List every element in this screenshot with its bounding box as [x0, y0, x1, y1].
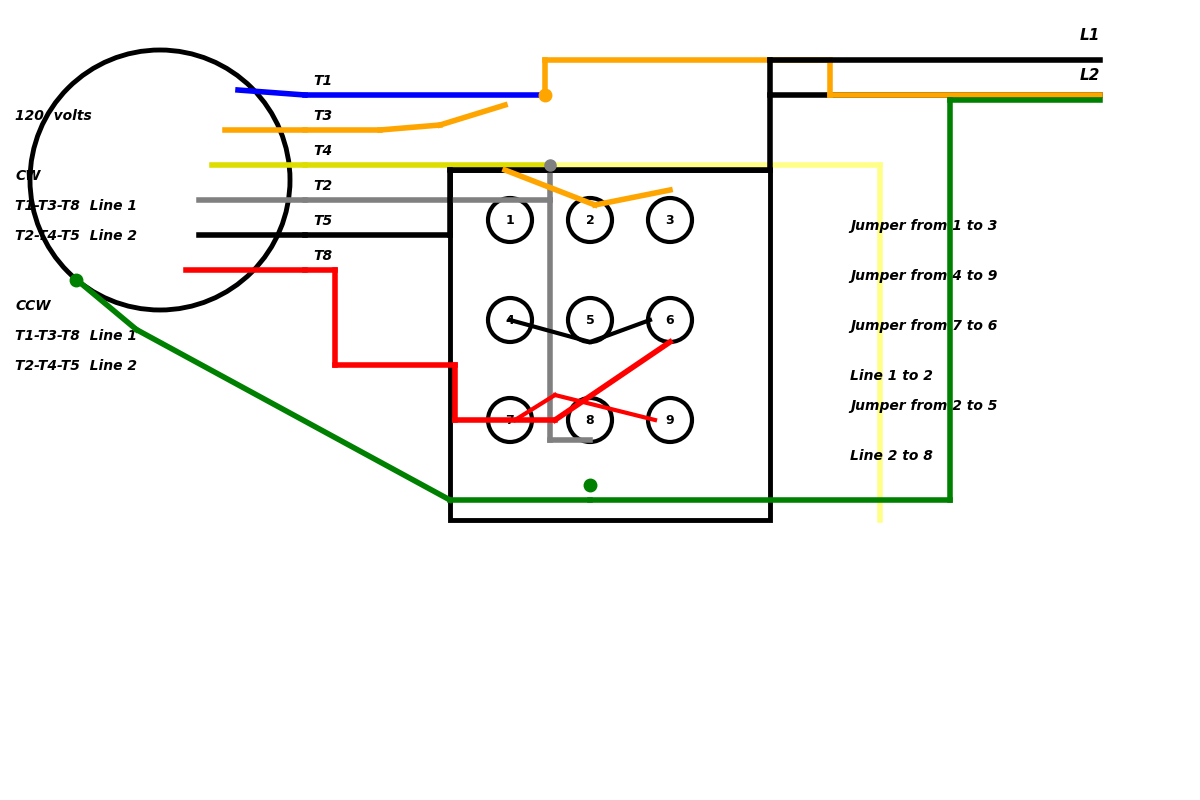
Text: 1: 1: [505, 214, 515, 226]
Text: CW: CW: [14, 169, 41, 183]
Text: L1: L1: [1080, 28, 1100, 43]
Text: T3: T3: [313, 109, 332, 123]
Text: T1: T1: [313, 74, 332, 88]
Text: T8: T8: [313, 249, 332, 263]
Text: T2: T2: [313, 179, 332, 193]
Text: T1-T3-T8  Line 1: T1-T3-T8 Line 1: [14, 199, 137, 213]
Text: CCW: CCW: [14, 299, 50, 313]
Text: T2-T4-T5  Line 2: T2-T4-T5 Line 2: [14, 229, 137, 243]
Text: 9: 9: [666, 414, 674, 426]
Text: L2: L2: [1080, 68, 1100, 83]
Text: 5: 5: [586, 314, 594, 326]
Text: Line 1 to 2: Line 1 to 2: [850, 369, 932, 383]
Text: Jumper from 1 to 3: Jumper from 1 to 3: [850, 219, 997, 233]
Text: T5: T5: [313, 214, 332, 228]
Text: T4: T4: [313, 144, 332, 158]
Text: 3: 3: [666, 214, 674, 226]
Text: Jumper from 2 to 5: Jumper from 2 to 5: [850, 399, 997, 413]
Text: 2: 2: [586, 214, 594, 226]
Text: T1-T3-T8  Line 1: T1-T3-T8 Line 1: [14, 329, 137, 343]
Text: Jumper from 7 to 6: Jumper from 7 to 6: [850, 319, 997, 333]
Text: Line 2 to 8: Line 2 to 8: [850, 449, 932, 463]
Text: 8: 8: [586, 414, 594, 426]
Text: 120  volts: 120 volts: [14, 109, 91, 123]
Text: 7: 7: [505, 414, 515, 426]
Text: Jumper from 4 to 9: Jumper from 4 to 9: [850, 269, 997, 283]
Text: 4: 4: [505, 314, 515, 326]
FancyBboxPatch shape: [450, 170, 770, 520]
Text: T2-T4-T5  Line 2: T2-T4-T5 Line 2: [14, 359, 137, 373]
Text: 6: 6: [666, 314, 674, 326]
